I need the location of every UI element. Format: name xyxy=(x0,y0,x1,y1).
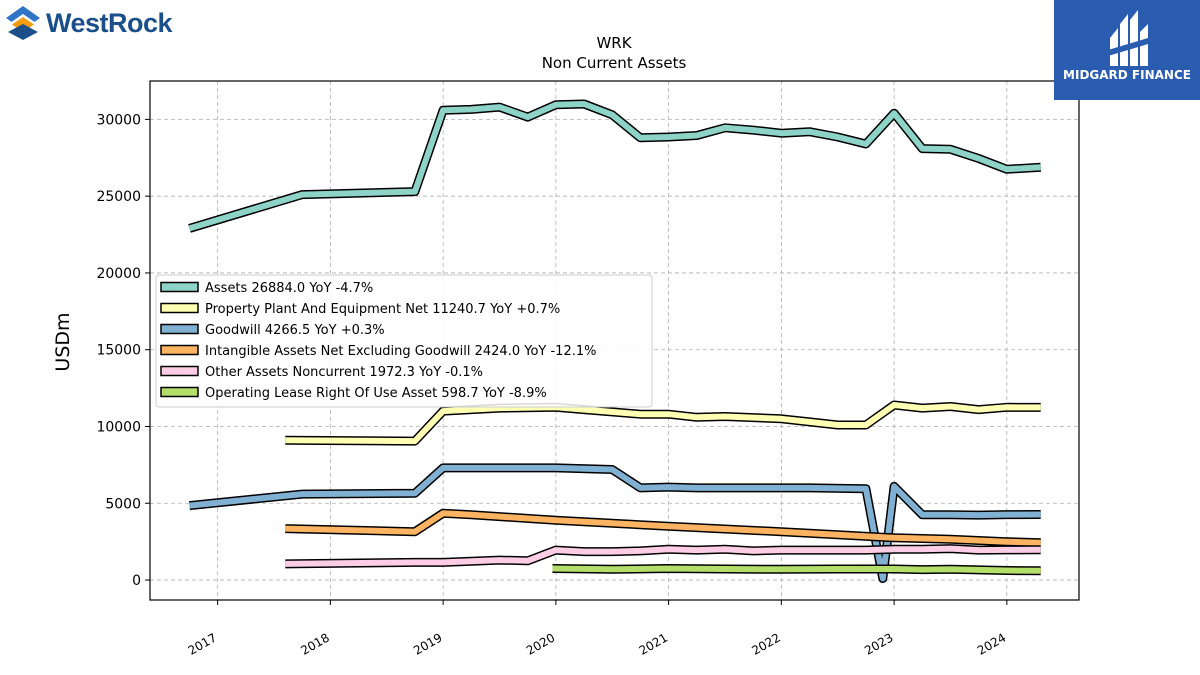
series-lines xyxy=(188,99,1041,583)
series-stroke xyxy=(285,545,1041,567)
series-stroke xyxy=(552,565,1041,574)
legend-item: Goodwill 4266.5 YoY +0.3% xyxy=(160,323,385,338)
series-line xyxy=(189,463,1041,583)
legend-item: Intangible Assets Net Excluding Goodwill… xyxy=(160,344,596,359)
legend-swatch xyxy=(160,281,199,293)
y-tick-label: 25000 xyxy=(96,189,141,205)
legend-label: Operating Lease Right Of Use Asset 598.7… xyxy=(205,386,547,401)
westrock-logo-text: WestRock xyxy=(46,7,173,38)
x-tick-label: 2024 xyxy=(975,630,1008,657)
y-tick-label: 0 xyxy=(132,573,141,589)
x-tick-label: 2021 xyxy=(637,630,670,657)
legend-swatch xyxy=(160,365,199,377)
y-tick-label: 20000 xyxy=(96,266,141,282)
series-line xyxy=(285,544,1041,569)
series-stroke xyxy=(188,101,1041,232)
legend-item: Other Assets Noncurrent 1972.3 YoY -0.1% xyxy=(160,365,483,380)
x-tick-label: 2023 xyxy=(862,630,895,657)
chart-subtitle: Non Current Assets xyxy=(542,54,687,72)
x-tick-label: 2018 xyxy=(298,630,331,657)
series-line xyxy=(552,564,1041,576)
legend-swatch xyxy=(160,323,199,335)
chart-title: WRK xyxy=(596,34,632,52)
series-line xyxy=(188,99,1041,233)
legend-item: Operating Lease Right Of Use Asset 598.7… xyxy=(160,386,547,401)
legend-swatch xyxy=(160,302,199,314)
legend-swatch xyxy=(160,386,199,398)
westrock-logo: WestRock xyxy=(4,4,173,42)
midgard-finance-logo: MIDGARD FINANCE xyxy=(1054,0,1200,100)
x-tick-label: 2020 xyxy=(524,630,557,657)
x-tick-label: 2022 xyxy=(749,630,782,657)
series-stroke xyxy=(285,510,1041,546)
legend-label: Goodwill 4266.5 YoY +0.3% xyxy=(205,323,385,338)
legend-box xyxy=(155,274,653,408)
y-tick-label: 5000 xyxy=(105,496,141,512)
series-stroke xyxy=(189,464,1041,582)
series-line xyxy=(285,508,1041,548)
x-tick-label: 2019 xyxy=(411,630,444,657)
legend-swatch xyxy=(160,344,199,356)
y-tick-label: 10000 xyxy=(96,419,141,435)
series-outline xyxy=(188,99,1041,233)
westrock-logo-icon xyxy=(6,6,40,40)
x-tick-label: 2017 xyxy=(186,630,219,657)
plot-frame xyxy=(149,80,1080,601)
legend-item: Property Plant And Equipment Net 11240.7… xyxy=(160,302,560,317)
legend-label: Intangible Assets Net Excluding Goodwill… xyxy=(205,344,596,359)
series-line xyxy=(285,400,1041,446)
legend-item: Assets 26884.0 YoY -4.7% xyxy=(160,281,373,296)
y-tick-label: 30000 xyxy=(96,112,141,128)
midgard-logo-text: MIDGARD FINANCE xyxy=(1063,68,1191,82)
y-axis-label: USDm xyxy=(52,312,74,371)
legend: Assets 26884.0 YoY -4.7% Property Plant A… xyxy=(155,274,653,408)
legend-label: Property Plant And Equipment Net 11240.7… xyxy=(205,302,560,317)
legend-label: Assets 26884.0 YoY -4.7% xyxy=(205,281,373,296)
axis-ticks: 0 5000 10000 15000 20000 25000 30000 2017 2018 20… xyxy=(96,112,1008,657)
midgard-logo-icon xyxy=(1108,10,1148,66)
series-stroke xyxy=(285,402,1041,445)
legend-label: Other Assets Noncurrent 1972.3 YoY -0.1% xyxy=(205,365,483,380)
y-tick-label: 15000 xyxy=(96,343,141,359)
